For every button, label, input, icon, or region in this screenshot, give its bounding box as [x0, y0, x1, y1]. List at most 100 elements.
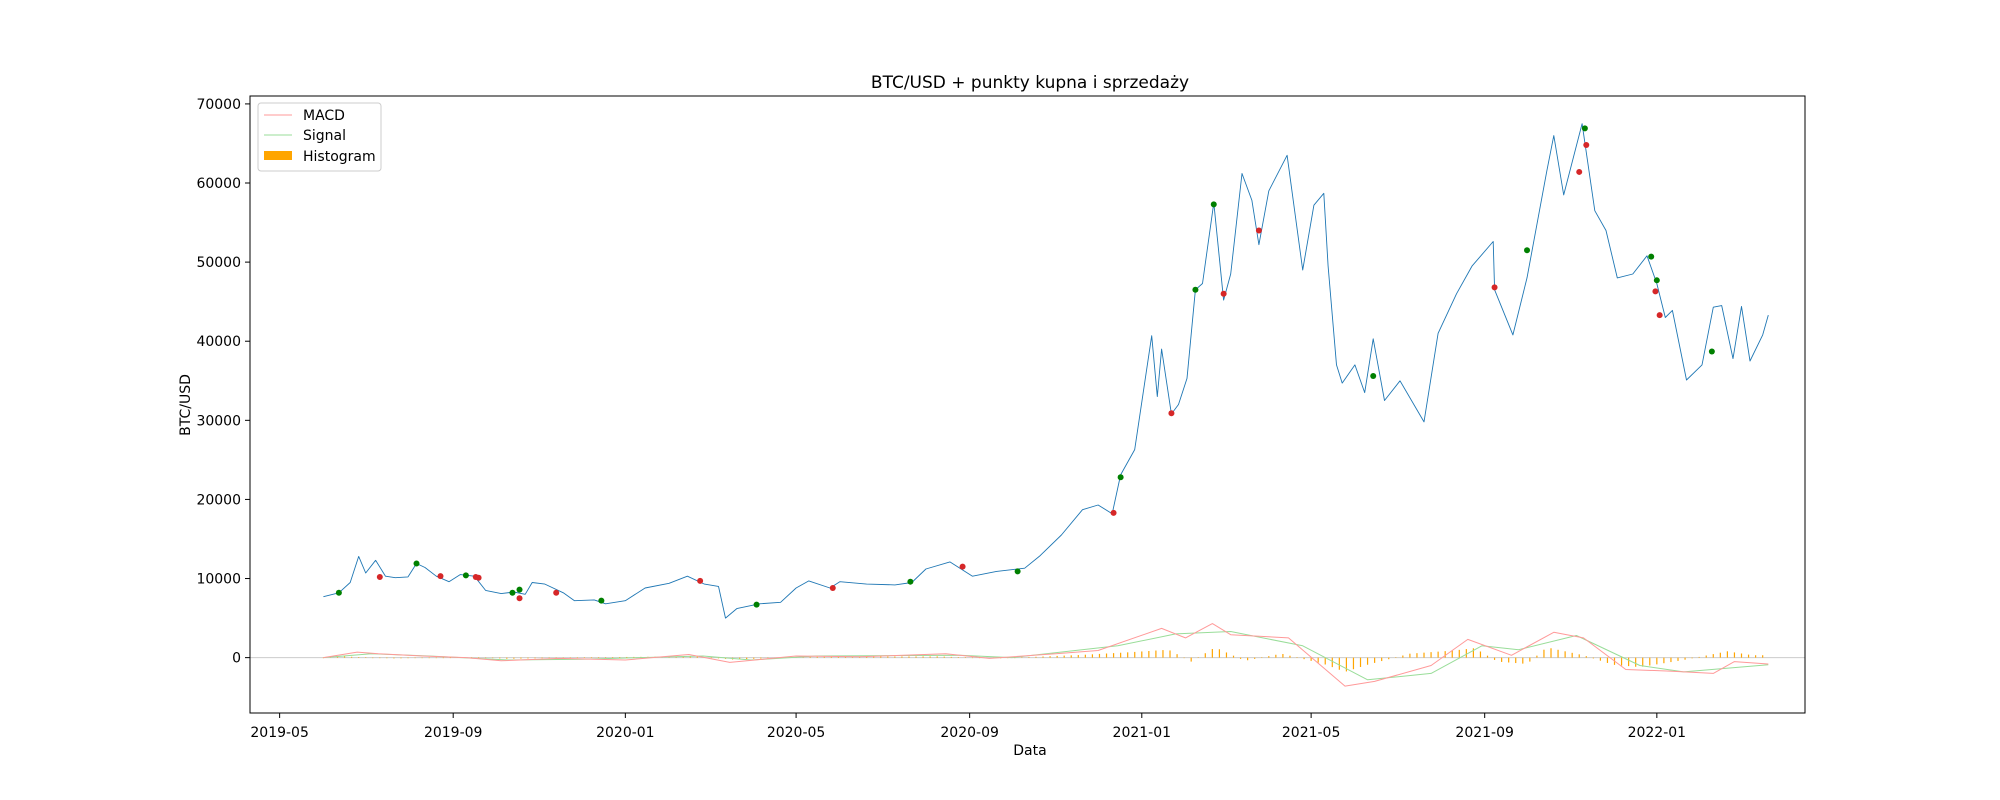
- histogram-series: [322, 648, 1764, 672]
- histogram-bar: [696, 656, 698, 658]
- buy-point: [1210, 201, 1217, 208]
- histogram-bar: [1451, 650, 1453, 658]
- y-axis: 0 10000 20000 30000 40000 50000 60000 70000: [196, 97, 250, 667]
- legend-histogram-label: Histogram: [303, 149, 376, 165]
- histogram-bar: [541, 657, 543, 659]
- histogram-bar: [1606, 657, 1609, 663]
- histogram-bar: [470, 657, 473, 658]
- histogram-bar: [1416, 653, 1418, 658]
- histogram-bar: [929, 656, 931, 658]
- histogram-bar: [1620, 657, 1623, 666]
- histogram-bar: [1232, 655, 1235, 658]
- buy-point: [509, 589, 516, 596]
- histogram-bar: [1472, 648, 1474, 658]
- histogram-bar: [1543, 649, 1545, 658]
- histogram-bar: [1479, 651, 1482, 658]
- histogram-bar: [1437, 651, 1439, 658]
- histogram-bar: [1712, 654, 1714, 658]
- histogram-bar: [1021, 657, 1023, 658]
- buy-point: [516, 586, 523, 593]
- histogram-bar: [449, 657, 451, 659]
- buy-point: [1708, 348, 1715, 355]
- histogram-bar: [1261, 657, 1263, 659]
- histogram-bar: [901, 656, 903, 658]
- sell-point: [553, 589, 560, 596]
- histogram-bar: [1486, 655, 1489, 658]
- y-tick-label: 0: [232, 651, 241, 667]
- histogram-bar: [1705, 655, 1707, 658]
- histogram-bar: [393, 657, 395, 659]
- histogram-bar: [873, 656, 875, 658]
- histogram-bar: [1063, 655, 1065, 658]
- histogram-bar: [746, 657, 748, 660]
- histogram-bar: [964, 657, 967, 658]
- histogram-bar: [1677, 657, 1679, 661]
- histogram-bar: [1211, 649, 1213, 658]
- buy-point: [1524, 247, 1531, 254]
- histogram-bar: [1529, 657, 1531, 662]
- histogram-bar: [386, 657, 388, 659]
- sell-point: [1583, 142, 1590, 149]
- histogram-bar: [513, 657, 515, 659]
- histogram-bar: [1698, 656, 1700, 658]
- histogram-bar: [506, 657, 508, 659]
- histogram-bar: [1190, 657, 1192, 662]
- buy-point: [1653, 277, 1660, 284]
- histogram-bar: [1762, 655, 1764, 658]
- histogram-bar: [548, 657, 550, 659]
- histogram-bar: [1592, 657, 1594, 659]
- histogram-bar: [978, 657, 981, 659]
- macd-line: [323, 623, 1769, 687]
- histogram-bar: [499, 657, 501, 659]
- histogram-bar: [1409, 653, 1411, 658]
- histogram-bar: [894, 656, 896, 658]
- histogram-bar: [1098, 653, 1101, 658]
- histogram-bar: [1684, 657, 1686, 660]
- histogram-bar: [689, 656, 691, 658]
- histogram-bar: [1289, 655, 1291, 658]
- histogram-bar: [1444, 651, 1446, 658]
- histogram-bar: [830, 656, 832, 658]
- histogram-bar: [1578, 654, 1580, 658]
- histogram-bar: [1501, 657, 1503, 662]
- sell-point: [1652, 288, 1659, 295]
- histogram-bar: [1359, 657, 1362, 667]
- histogram-bar: [1239, 657, 1242, 659]
- legend: MACD Signal Histogram: [257, 102, 382, 172]
- buy-point: [1117, 474, 1124, 481]
- buy-point: [1370, 373, 1377, 380]
- histogram-bar: [1324, 657, 1326, 665]
- histogram-bar: [407, 657, 409, 659]
- histogram-bar: [428, 657, 430, 659]
- histogram-bar: [1458, 649, 1460, 658]
- histogram-bar: [717, 657, 720, 659]
- histogram-bar: [569, 657, 571, 659]
- sell-point: [1255, 227, 1262, 234]
- sell-point: [829, 585, 836, 592]
- histogram-bar: [1169, 650, 1171, 658]
- sell-point: [1168, 410, 1175, 417]
- histogram-bar: [485, 657, 487, 659]
- histogram-bar: [1663, 657, 1665, 664]
- histogram-bar: [322, 657, 324, 659]
- buy-point: [1581, 125, 1588, 132]
- y-tick-label: 50000: [196, 255, 241, 271]
- buy-point: [1014, 568, 1021, 575]
- histogram-bar: [365, 657, 367, 658]
- histogram-bar: [1599, 657, 1601, 661]
- histogram-bar: [1176, 654, 1178, 658]
- y-axis-label: BTC/USD: [178, 374, 194, 436]
- histogram-bar: [1141, 651, 1143, 658]
- histogram-bar: [1148, 650, 1150, 658]
- histogram-bar: [336, 656, 339, 658]
- histogram-bar: [1536, 655, 1538, 658]
- buy-point: [907, 578, 914, 585]
- histogram-bar: [1571, 652, 1573, 658]
- histogram-bar: [816, 656, 818, 658]
- y-tick-label: 60000: [196, 176, 241, 192]
- histogram-bar: [1381, 657, 1383, 662]
- histogram-bar: [597, 657, 600, 658]
- x-tick-label: 2021-05: [1282, 725, 1341, 741]
- x-axis-label: Data: [1013, 743, 1046, 759]
- histogram-bar: [527, 657, 529, 659]
